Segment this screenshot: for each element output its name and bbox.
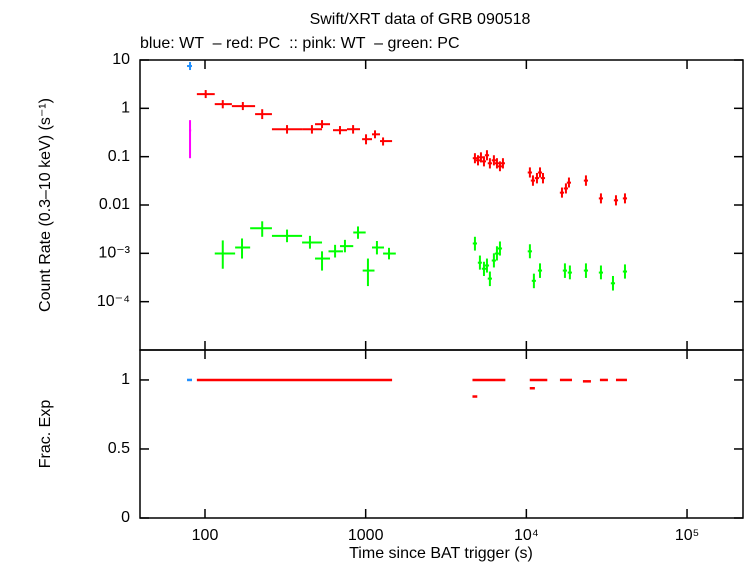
y-tick-label: 10⁻³ — [98, 245, 130, 262]
y-tick-label: 10 — [112, 51, 130, 68]
x-axis-label: Time since BAT trigger (s) — [349, 545, 533, 562]
y-axis-label: Count Rate (0.3–10 keV) (s⁻¹) — [37, 98, 54, 312]
chart-subtitle: blue: WT – red: PC :: pink: WT – green: … — [140, 35, 460, 52]
x-tick-label: 10⁵ — [675, 527, 699, 544]
x-tick-label: 10⁴ — [514, 527, 539, 544]
chart-title: Swift/XRT data of GRB 090518 — [310, 11, 531, 28]
y-axis-label: Frac. Exp — [37, 400, 54, 469]
x-tick-label: 1000 — [348, 527, 384, 544]
y-tick-label: 1 — [121, 100, 130, 117]
y-tick-label: 0.5 — [108, 440, 130, 457]
y-tick-label: 0 — [121, 509, 130, 526]
y-tick-label: 1 — [121, 371, 130, 388]
x-tick-label: 100 — [192, 527, 219, 544]
y-tick-label: 0.1 — [108, 148, 130, 165]
y-tick-label: 0.01 — [99, 196, 130, 213]
plot-frame — [139, 349, 744, 519]
y-tick-label: 10⁻⁴ — [97, 293, 130, 310]
